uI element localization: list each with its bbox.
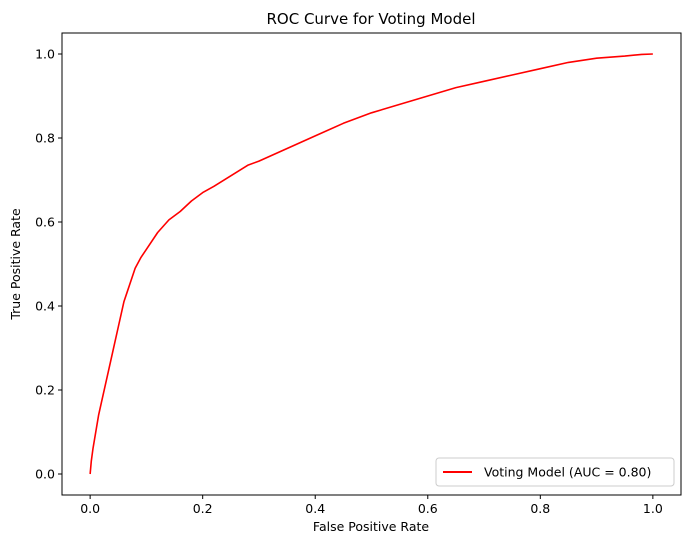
x-tick-label: 1.0 [643, 501, 663, 516]
y-axis: 0.0 0.2 0.4 0.6 0.8 1.0 [35, 47, 62, 482]
x-tick-label: 0.8 [530, 501, 550, 516]
y-tick-label: 0.0 [35, 467, 55, 482]
chart-title: ROC Curve for Voting Model [266, 10, 475, 28]
y-tick-label: 0.2 [35, 383, 55, 398]
y-tick-label: 0.8 [35, 131, 55, 146]
y-tick-label: 0.4 [35, 299, 55, 314]
y-tick-label: 1.0 [35, 47, 55, 62]
x-tick-label: 0.0 [80, 501, 100, 516]
x-axis: 0.0 0.2 0.4 0.6 0.8 1.0 [80, 495, 663, 516]
legend: Voting Model (AUC = 0.80) [435, 457, 675, 487]
roc-curve-line [89, 53, 653, 475]
legend-box [435, 457, 675, 487]
x-tick-label: 0.6 [418, 501, 438, 516]
y-axis-label: True Positive Rate [8, 208, 23, 321]
series-layer [89, 53, 653, 475]
plot-area [61, 32, 682, 496]
x-tick-label: 0.2 [193, 501, 213, 516]
legend-label: Voting Model (AUC = 0.80) [484, 465, 651, 480]
y-tick-label: 0.6 [35, 215, 55, 230]
x-tick-label: 0.4 [305, 501, 325, 516]
x-axis-label: False Positive Rate [313, 519, 429, 534]
